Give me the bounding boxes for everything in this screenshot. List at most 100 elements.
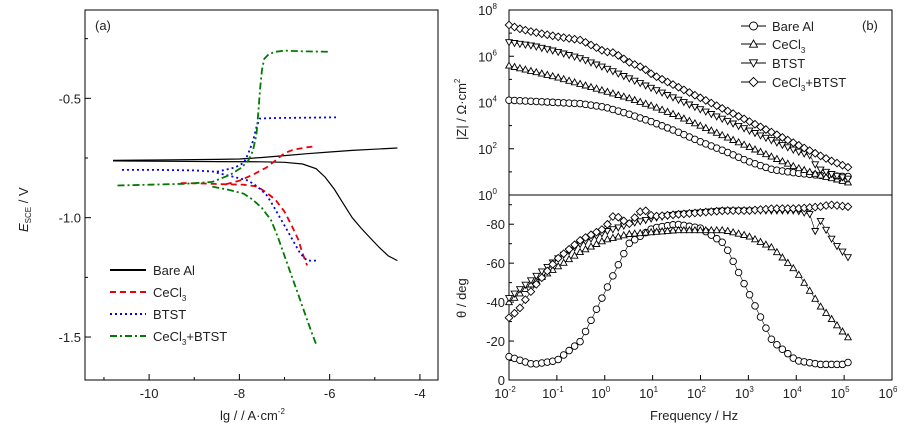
impedance-point: [832, 158, 842, 168]
impedance-point: [647, 84, 656, 93]
impedance-point: [537, 44, 546, 53]
series-btst: [504, 39, 853, 303]
x-tick-label: 105: [831, 385, 850, 401]
phase-point: [625, 239, 634, 248]
phase-point: [838, 327, 847, 335]
legend-label: CeCl3: [772, 37, 806, 55]
impedance-point: [794, 163, 803, 172]
impedance-point: [646, 69, 656, 79]
lower-y-tick-label: -40: [486, 295, 505, 310]
phase-point: [800, 278, 809, 286]
impedance-point: [636, 97, 645, 105]
impedance-point: [679, 99, 688, 107]
phase-point: [784, 349, 792, 358]
impedance-point: [701, 108, 710, 116]
impedance-point: [614, 90, 623, 98]
impedance-point: [728, 109, 738, 119]
legend-item: Bare Al: [110, 263, 195, 278]
impedance-point: [761, 134, 770, 143]
phase-point: [696, 225, 705, 234]
impedance-point: [745, 142, 754, 151]
impedance-point: [822, 168, 831, 177]
phase-point: [751, 302, 759, 310]
x-tick-label: 101: [639, 385, 658, 401]
impedance-point: [745, 127, 754, 136]
phase-point: [570, 251, 579, 259]
x-tick-label: 100: [591, 385, 610, 401]
impedance-point: [761, 149, 770, 158]
impedance-point: [576, 55, 585, 63]
lower-y-tick-label: -80: [486, 217, 505, 232]
impedance-point: [543, 70, 552, 78]
phase-point: [515, 303, 525, 313]
impedance-point: [843, 175, 853, 184]
impedance-point: [521, 65, 530, 73]
phase-point: [597, 225, 607, 234]
phase-point: [603, 283, 612, 291]
impedance-point: [526, 66, 535, 74]
curve-branch-cathodic: [216, 171, 317, 262]
impedance-point: [559, 33, 569, 43]
phase-point: [816, 217, 825, 226]
phase-point: [576, 337, 584, 346]
impedance-point: [734, 122, 743, 131]
phase-point: [608, 226, 617, 234]
curve-branch-anodic: [122, 116, 339, 173]
impedance-point: [608, 89, 617, 97]
impedance-point: [515, 40, 524, 49]
phase-point: [581, 327, 590, 336]
x-tick-label: 104: [783, 385, 802, 401]
impedance-point: [740, 125, 749, 133]
phase-point: [581, 244, 590, 253]
phase-point: [679, 225, 688, 234]
x-tick-label: 106: [879, 385, 898, 401]
panel-a-series: [112, 49, 398, 345]
phase-point: [592, 305, 601, 313]
phase-point: [832, 320, 842, 329]
impedance-point: [696, 121, 705, 129]
impedance-point: [635, 62, 645, 72]
phase-point: [504, 313, 514, 323]
phase-point: [597, 236, 606, 245]
impedance-point: [674, 82, 683, 92]
phase-point: [658, 226, 667, 235]
phase-point: [690, 225, 699, 234]
curve-branch-anodic: [117, 49, 330, 187]
impedance-point: [674, 111, 683, 120]
impedance-point: [510, 40, 519, 48]
phase-line: [508, 224, 849, 365]
impedance-point: [575, 35, 585, 45]
impedance-point: [592, 61, 601, 69]
impedance-point: [767, 137, 776, 145]
panel-b-lower-ylabel: θ / deg: [454, 278, 469, 318]
phase-point: [729, 227, 738, 236]
panel-a-legend: Bare Al CeCl3 BTST CeCl3+BTST: [110, 263, 227, 347]
legend-label: BTST: [772, 56, 805, 71]
phase-point: [636, 218, 645, 226]
phase-point: [559, 249, 569, 259]
impedance-point: [674, 96, 683, 105]
impedance-point: [597, 63, 606, 71]
phase-point: [832, 243, 842, 251]
legend-label: Bare Al: [153, 263, 195, 278]
phase-point: [603, 234, 612, 243]
phase-point: [772, 247, 781, 256]
impedance-point: [641, 99, 650, 107]
impedance-point: [559, 50, 568, 58]
impedance-point: [811, 161, 820, 169]
panel-a-xlabel: lg / / A·cm-2: [220, 407, 285, 423]
impedance-point: [663, 107, 672, 115]
impedance-point: [570, 34, 580, 44]
impedance-point: [800, 165, 809, 174]
impedance-point: [712, 128, 721, 136]
phase-point: [515, 286, 524, 294]
phase-point: [740, 279, 748, 288]
legend-item: CeCl3: [110, 285, 187, 303]
phase-point: [794, 270, 803, 278]
impedance-point: [761, 125, 771, 134]
impedance-point: [581, 81, 590, 89]
impedance-point: [570, 77, 579, 86]
impedance-point: [576, 79, 585, 87]
phase-point: [718, 225, 727, 234]
phase-point: [827, 314, 836, 323]
